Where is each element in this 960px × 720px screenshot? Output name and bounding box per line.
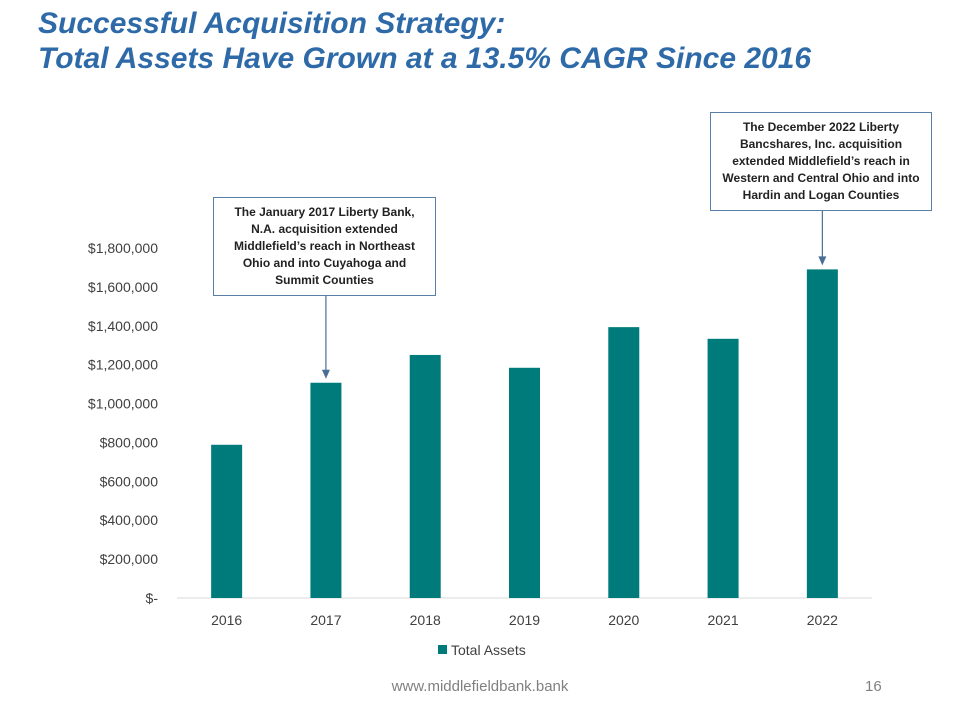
title-line-2: Total Assets Have Grown at a 13.5% CAGR … <box>38 42 812 75</box>
y-axis-ticks: $- $200,000 $400,000 $600,000 $800,000 $1,000… <box>88 240 158 606</box>
x-tick-label: 2018 <box>410 612 441 628</box>
bar-2020 <box>608 327 640 598</box>
bar-2017 <box>310 382 342 598</box>
x-tick-label: 2022 <box>807 612 838 628</box>
bar-2019 <box>509 367 540 598</box>
x-axis-ticks: 2016 2017 2018 2019 2020 2021 2022 <box>211 612 838 628</box>
bar-2016 <box>211 444 243 598</box>
y-tick-label: $- <box>146 590 159 606</box>
x-tick-label: 2021 <box>707 612 738 628</box>
legend-label-total-assets: Total Assets <box>451 642 526 658</box>
y-tick-label: $200,000 <box>100 551 159 567</box>
bar-2022 <box>806 269 838 598</box>
bar-2018 <box>409 354 441 598</box>
y-tick-label: $1,600,000 <box>88 279 158 295</box>
y-tick-label: $800,000 <box>100 434 159 450</box>
slide-title: Successful Acquisition Strategy: Total A… <box>38 6 811 76</box>
y-tick-label: $600,000 <box>100 473 159 489</box>
y-tick-label: $1,400,000 <box>88 318 158 334</box>
callout-2022-acquisition: The December 2022 Liberty Bancshares, In… <box>710 112 932 211</box>
bar-2021 <box>707 338 739 598</box>
legend-swatch-total-assets <box>438 645 447 654</box>
x-tick-label: 2019 <box>509 612 540 628</box>
legend: Total Assets <box>438 642 526 658</box>
page-number: 16 <box>865 678 882 695</box>
bars <box>211 269 838 598</box>
y-tick-label: $1,000,000 <box>88 396 158 412</box>
y-tick-label: $1,800,000 <box>88 240 158 256</box>
y-tick-label: $400,000 <box>100 512 159 528</box>
y-tick-label: $1,200,000 <box>88 357 158 373</box>
callout-arrow-2017 <box>321 296 330 379</box>
callout-arrow-2022 <box>818 211 827 266</box>
x-tick-label: 2016 <box>211 612 242 628</box>
callout-2017-acquisition: The January 2017 Liberty Bank, N.A. acqu… <box>213 197 436 296</box>
x-tick-label: 2017 <box>310 612 341 628</box>
title-line-1: Successful Acquisition Strategy: <box>38 7 506 40</box>
footer-url: www.middlefieldbank.bank <box>391 678 569 695</box>
callout-arrows <box>321 211 827 379</box>
x-tick-label: 2020 <box>608 612 639 628</box>
